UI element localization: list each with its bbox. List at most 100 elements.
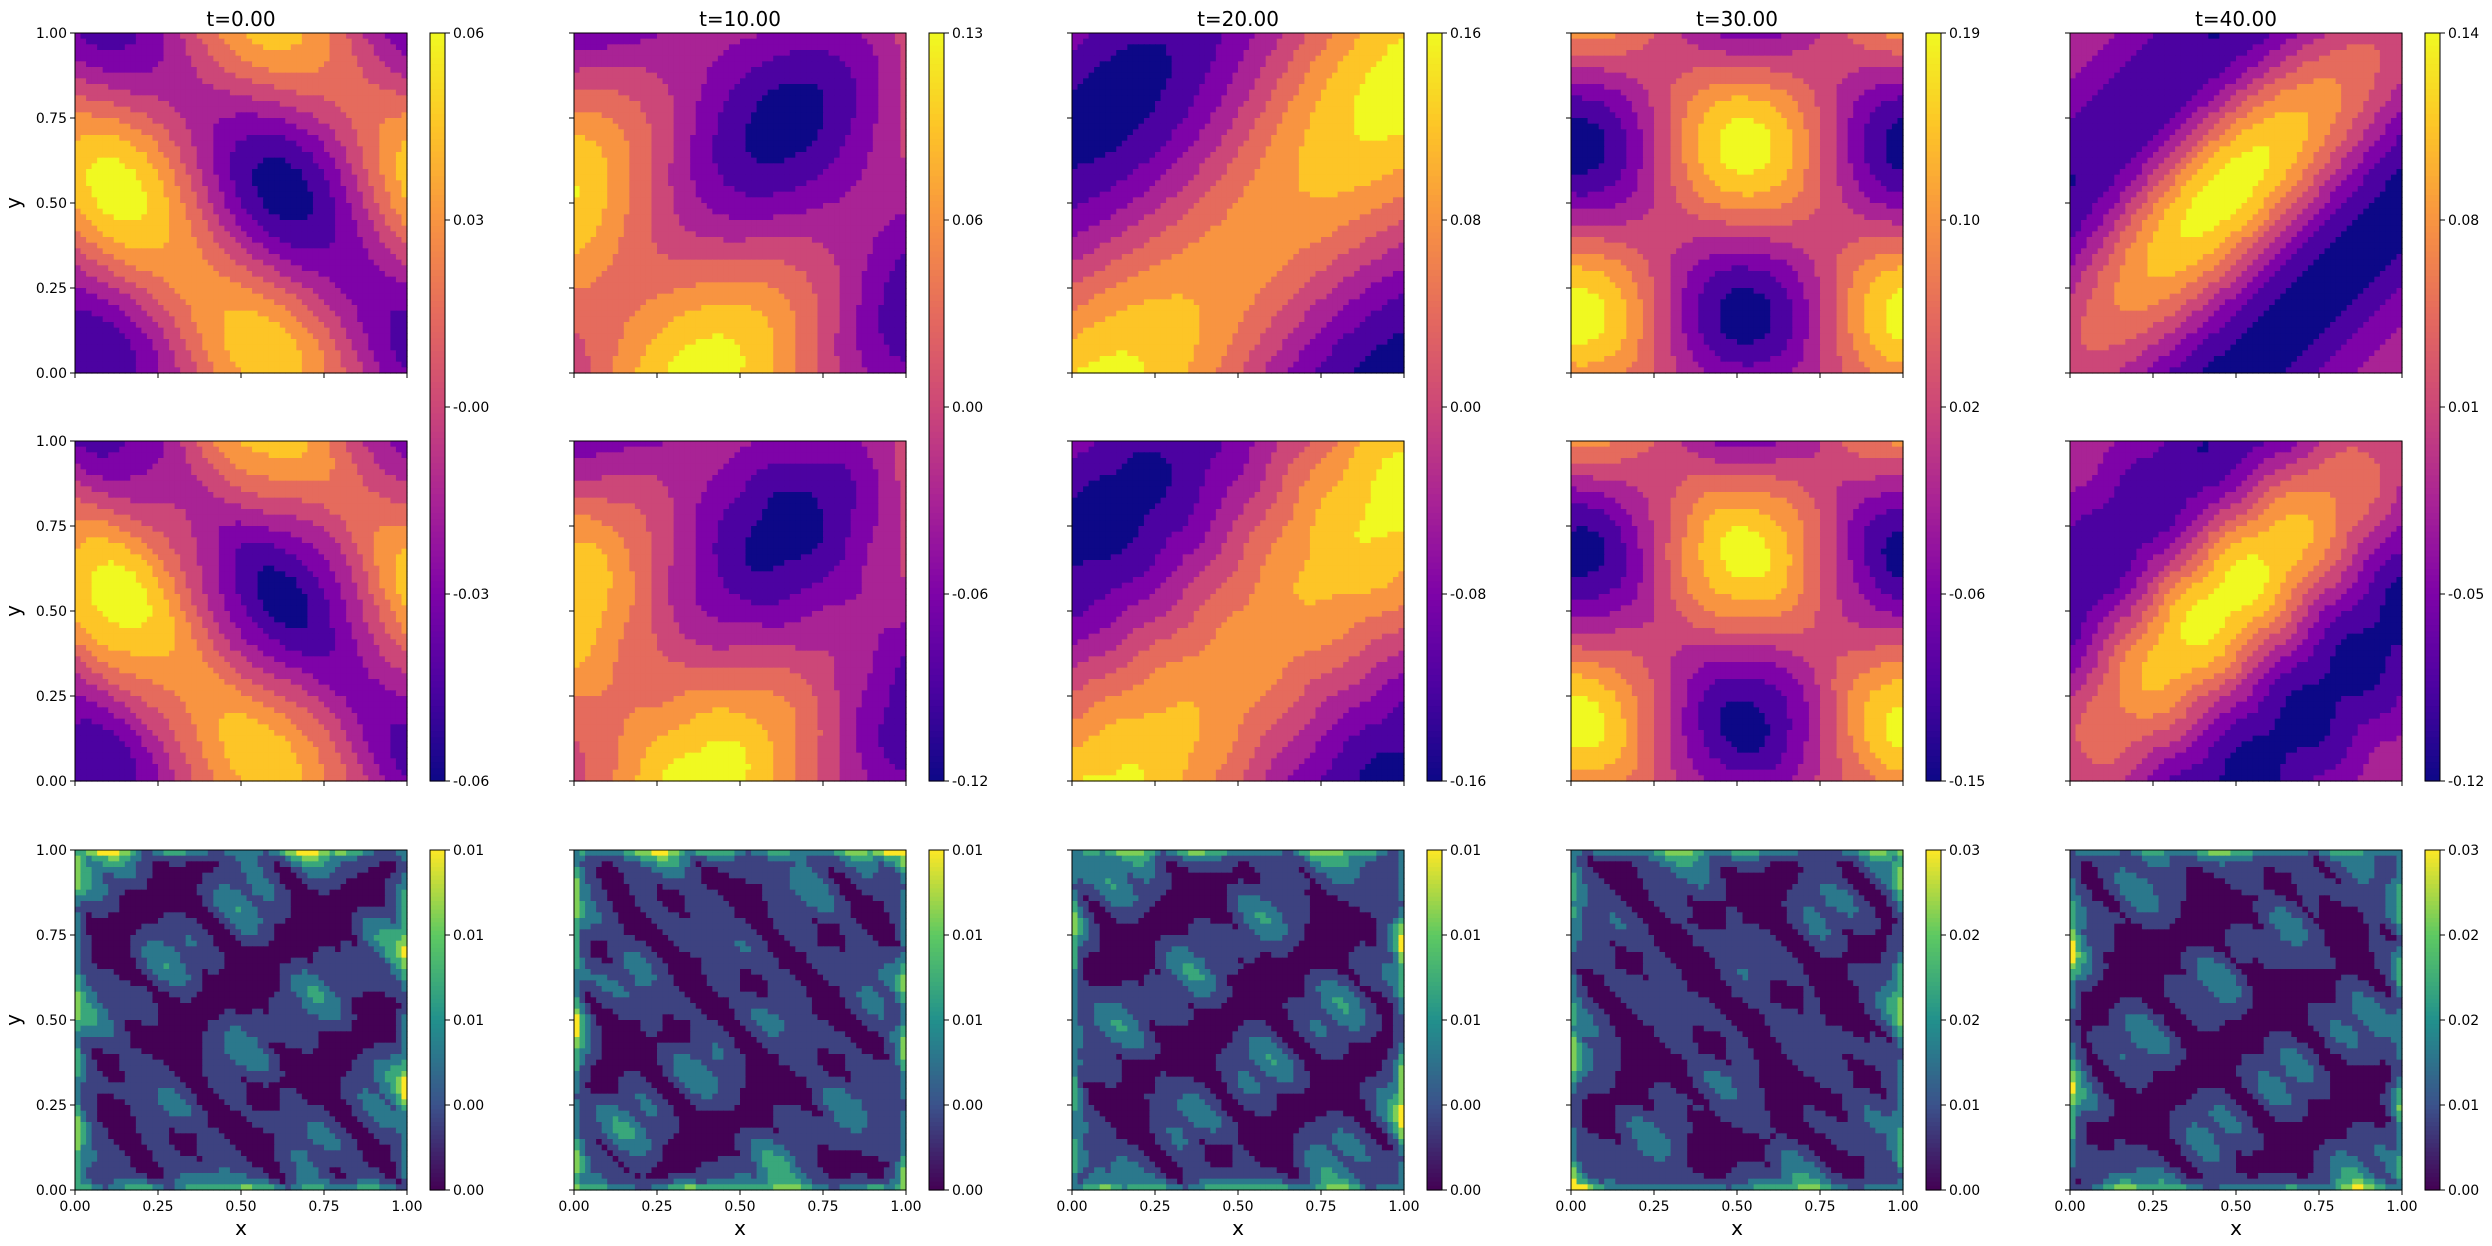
colorbar-tick-label: 0.06 [952,213,983,229]
x-tick-label: 0.25 [641,1199,672,1215]
error-colorbar-5: 0.00 0.01 0.02 0.02 0.03 [2424,843,2479,1199]
contour-fill [2070,33,2403,374]
colorbar-tick-label: -0.12 [2448,774,2484,790]
colorbar-tick-label: -0.03 [453,587,489,603]
x-tick-label: 1.00 [1887,1199,1918,1215]
subplot-r1-c1: 0.00 0.25 0.50 0.75 1.00 t=0.00 y [1,7,408,382]
colorbar-tick-label: 0.00 [1450,1183,1481,1199]
y-tick-label: 0.75 [36,928,67,944]
y-tick-label: 0.25 [36,281,67,297]
subplot-r2-c2 [569,440,907,786]
x-tick-label: 0.00 [1056,1199,1087,1215]
colorbar-tick-label: 0.01 [1450,928,1481,944]
subplot-r1-c5: t=40.00 [2065,7,2403,378]
colorbar-tick-label: -0.16 [1450,774,1486,790]
contour-fill [1571,850,1904,1191]
y-tick-label: 0.25 [36,1098,67,1114]
contour-fill [2070,850,2403,1191]
y-tick-label: 0.75 [36,111,67,127]
colorbar-tick-label: 0.01 [952,928,983,944]
subplot-r2-c1: 0.00 0.25 0.50 0.75 1.00 y [1,434,408,790]
colorbar-tick-label: -0.05 [2448,587,2484,603]
colorbar-tick-label: 0.01 [1949,1098,1980,1114]
y-tick-label: 0.00 [36,774,67,790]
x-tick-label: 0.50 [2220,1199,2251,1215]
colorbar-tick-label: 0.02 [2448,1013,2479,1029]
colorbar-tick-label: -0.06 [952,587,988,603]
x-tick-label: 0.50 [225,1199,256,1215]
colorbar-tick-label: 0.01 [952,843,983,859]
colorbar-tick-label: 0.00 [453,1183,484,1199]
x-axis-label: x [734,1216,746,1240]
colorbar-tick-label: -0.00 [453,400,489,416]
contour-fill [1072,33,1405,374]
field-colorbar-3: -0.16 -0.08 0.00 0.08 0.16 [1426,26,1486,790]
colorbar-tick-label: 0.03 [453,213,484,229]
colorbar-tick-label: 0.14 [2448,26,2479,42]
contour-fill [574,850,907,1191]
error-colorbar-3: 0.00 0.00 0.01 0.01 0.01 [1426,843,1481,1199]
y-tick-label: 0.75 [36,519,67,535]
y-axis-label: y [1,197,25,209]
contour-fill [75,441,408,782]
y-tick-label: 1.00 [36,843,67,859]
field-colorbar-2: -0.12 -0.06 0.00 0.06 0.13 [928,26,988,790]
x-tick-label: 0.50 [1222,1199,1253,1215]
colorbar-tick-label: 0.00 [952,400,983,416]
subplot-r2-c4 [1566,440,1904,786]
contour-fill [574,33,907,374]
colorbar-tick-label: 0.03 [1949,843,1980,859]
colorbar-tick-label: 0.06 [453,26,484,42]
colorbar-tick-label: 0.10 [1949,213,1980,229]
field-colorbar-4: -0.15 -0.06 0.02 0.10 0.19 [1925,26,1985,790]
subplot-r1-c3: t=20.00 [1067,7,1405,378]
y-axis-label: y [1,605,25,617]
colorbar-tick-label: 0.16 [1450,26,1481,42]
x-tick-label: 1.00 [890,1199,921,1215]
colorbar-tick-label: 0.00 [1450,400,1481,416]
colorbar-tick-label: 0.02 [1949,928,1980,944]
error-colorbar-2: 0.00 0.00 0.01 0.01 0.01 [928,843,983,1199]
x-tick-label: 0.25 [142,1199,173,1215]
contour-fill [2070,441,2403,782]
y-tick-label: 0.00 [36,366,67,382]
contour-fill [1072,441,1405,782]
y-tick-label: 0.50 [36,196,67,212]
subplot-r2-c3 [1067,440,1405,786]
colorbar-tick-label: -0.06 [1949,587,1985,603]
y-tick-label: 0.50 [36,604,67,620]
colorbar-tick-label: 0.00 [1949,1183,1980,1199]
colorbar-tick-label: 0.01 [453,843,484,859]
y-tick-label: 1.00 [36,26,67,42]
x-tick-label: 0.75 [807,1199,838,1215]
subplot-r3-c3: 0.00 0.25 0.50 0.75 1.00 x [1056,849,1420,1240]
contour-fill [75,850,408,1191]
x-tick-label: 0.00 [2054,1199,2085,1215]
colorbar-tick-label: 0.08 [2448,213,2479,229]
x-tick-label: 1.00 [1388,1199,1419,1215]
colorbar-tick-label: 0.00 [1450,1098,1481,1114]
panel-title: t=30.00 [1696,7,1778,31]
colorbar-tick-label: 0.00 [2448,1183,2479,1199]
x-tick-label: 1.00 [391,1199,422,1215]
x-tick-label: 0.75 [1305,1199,1336,1215]
error-colorbar-4: 0.00 0.01 0.02 0.02 0.03 [1925,843,1980,1199]
contour-fill [75,33,408,374]
colorbar-tick-label: 0.01 [952,1013,983,1029]
x-axis-label: x [1731,1216,1743,1240]
subplot-r3-c2: 0.00 0.25 0.50 0.75 1.00 x [558,849,922,1240]
colorbar-tick-label: -0.12 [952,774,988,790]
x-axis-label: x [2230,1216,2242,1240]
colorbar-tick-label: 0.19 [1949,26,1980,42]
y-tick-label: 0.25 [36,689,67,705]
x-tick-label: 0.00 [59,1199,90,1215]
colorbar-tick-label: 0.00 [952,1098,983,1114]
colorbar-tick-label: 0.02 [1949,400,1980,416]
panel-title: t=40.00 [2195,7,2277,31]
y-axis-label: y [1,1014,25,1026]
colorbar-tick-label: 0.01 [453,1013,484,1029]
x-axis-label: x [235,1216,247,1240]
colorbar-tick-label: 0.02 [2448,928,2479,944]
x-tick-label: 0.75 [2303,1199,2334,1215]
contour-fill [1571,441,1904,782]
